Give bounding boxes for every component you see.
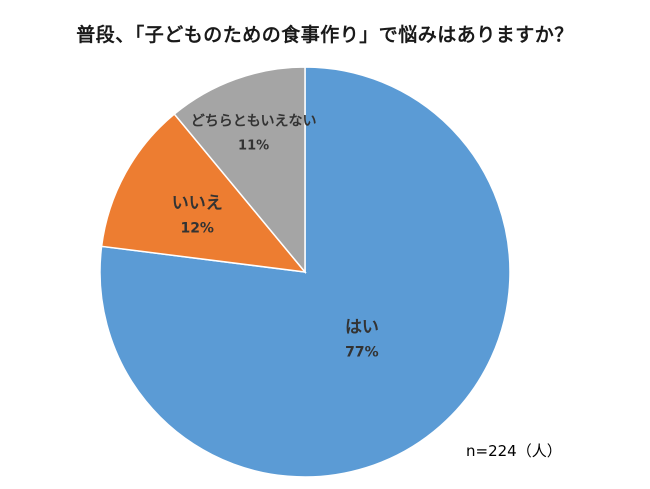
chart-title: 普段、「子どものための食事作り」で悩みはありますか？	[76, 24, 574, 46]
slice-label-3: どちらともいえない	[191, 113, 317, 129]
pie-labels: はい 77% いいえ 12% どちらともいえない 11%	[172, 113, 379, 360]
pie-slices	[99, 66, 511, 478]
slice-percent-2: 12%	[180, 221, 214, 237]
slice-label-1: はい	[345, 318, 379, 338]
slice-percent-3: 11%	[238, 138, 269, 153]
pie-slice-1	[99, 66, 511, 478]
slice-percent-1: 77%	[345, 345, 379, 361]
slice-label-2: いいえ	[172, 194, 223, 214]
pie-slice-2	[100, 112, 307, 273]
pie-slice-3	[173, 66, 306, 275]
sample-size-note: n=224（人）	[466, 442, 562, 460]
